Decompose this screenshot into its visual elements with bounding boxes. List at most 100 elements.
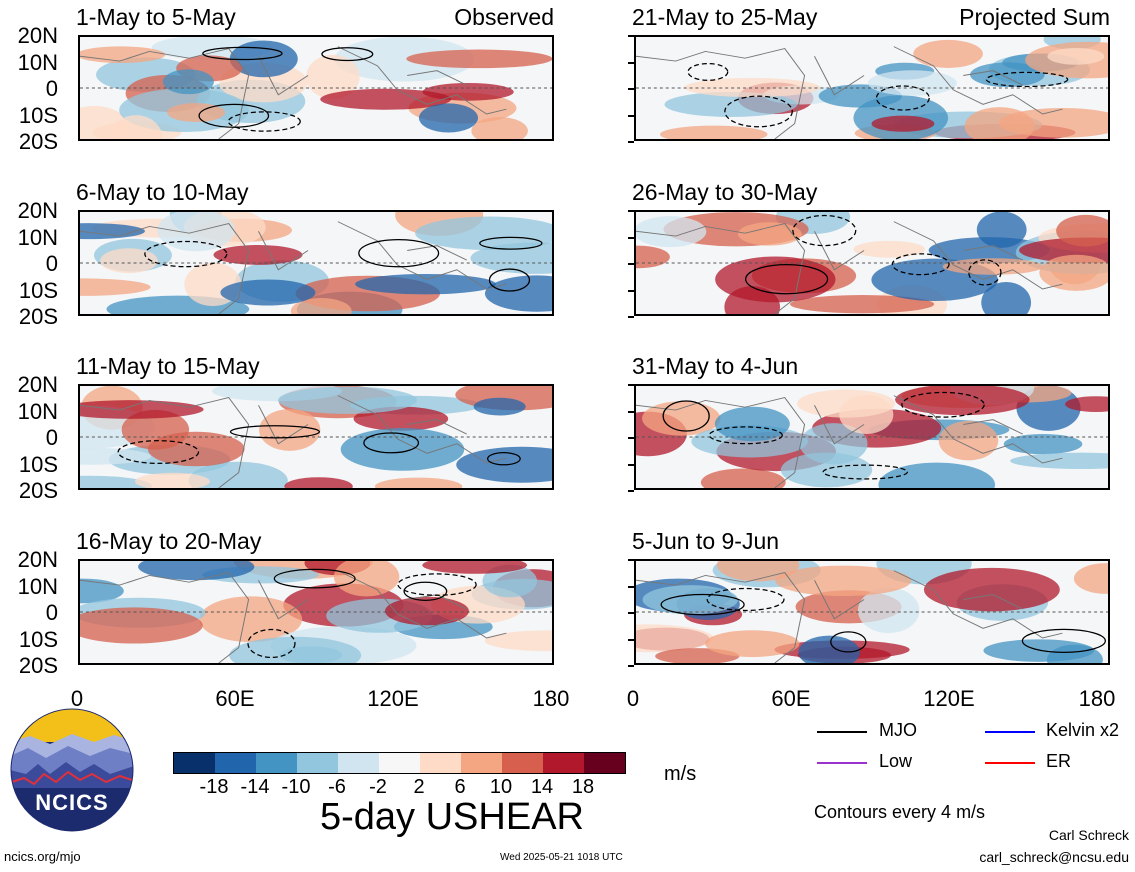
mjo-contour: [202, 46, 283, 61]
mjo-contour: [488, 268, 531, 292]
map-panel: [634, 35, 1110, 141]
legend-line-low: [817, 762, 867, 764]
shear-blob: [789, 295, 935, 314]
lat-tick: [628, 559, 634, 561]
panel-title: 5-Jun to 9-Jun: [632, 528, 780, 554]
lat-label: 20S: [18, 653, 58, 678]
mjo-contour: [1021, 628, 1106, 653]
mjo-contour: [479, 236, 543, 250]
colorbar-label: -6: [328, 776, 346, 798]
colorbar-label: 10: [489, 776, 513, 798]
shear-blob: [970, 62, 1045, 88]
shear-blob: [138, 561, 255, 581]
colorbar-swatch: [256, 753, 297, 773]
lat-tick: [628, 210, 634, 212]
mjo-contour: [397, 573, 477, 596]
lat-label: 20S: [18, 304, 58, 329]
shear-blob: [134, 472, 210, 488]
shear-blob: [284, 477, 353, 488]
shear-blob: [700, 468, 786, 488]
colorbar-label: 14: [530, 776, 554, 798]
mjo-contour: [227, 111, 301, 132]
mjo-contour: [198, 103, 270, 128]
shear-blob: [80, 223, 145, 240]
mjo-contour: [358, 238, 440, 268]
shear-blob: [1003, 434, 1083, 455]
shear-blob: [684, 77, 820, 98]
shear-blob: [418, 103, 479, 133]
lat-tick: [628, 263, 634, 265]
lat-tick: [628, 236, 634, 239]
lat-label: 10S: [18, 277, 58, 303]
lon-label: 120E: [367, 686, 419, 711]
lat-tick: [628, 61, 634, 64]
shear-blob: [259, 409, 321, 451]
panel-title: 16-May to 20-May: [76, 528, 262, 554]
shear-blob: [199, 596, 303, 643]
mjo-contour: [822, 464, 909, 480]
shear-blob: [942, 258, 1044, 275]
mjo-contour: [830, 631, 867, 653]
lat-label: 20N: [17, 372, 58, 397]
shear-blob: [470, 242, 552, 274]
shear-blob: [1039, 254, 1108, 291]
shear-blob: [705, 630, 800, 658]
lat-label: 10N: [17, 49, 58, 75]
shear-blob: [80, 475, 152, 488]
coastline: [80, 221, 507, 314]
shear-blob: [415, 216, 552, 251]
shear-blob: [80, 447, 152, 465]
lat-tick: [628, 665, 634, 667]
panel-title: 6-May to 10-May: [76, 179, 249, 205]
mjo-contour: [985, 71, 1069, 88]
coastline: [80, 570, 507, 663]
panel-title: 1-May to 5-May: [76, 4, 236, 30]
map-panel: [78, 35, 554, 141]
colorbar-label: 2: [413, 776, 425, 798]
mjo-contour: [662, 400, 710, 432]
figure-title: 5-day USHEAR: [320, 796, 584, 838]
mjo-contour: [687, 62, 729, 81]
colorbar-swatch: [502, 753, 543, 773]
colorbar-units: m/s: [664, 763, 697, 785]
legend-label: Low: [879, 751, 913, 771]
shear-blob: [290, 298, 352, 314]
colorbar-label: 18: [571, 776, 595, 798]
colorbar-label: -14: [240, 776, 270, 798]
coastline: [80, 395, 507, 488]
shear-blob: [1047, 47, 1105, 65]
colorbar-swatch: [338, 753, 379, 773]
lat-tick: [628, 114, 634, 117]
coastline: [636, 570, 1063, 663]
lat-tick: [628, 141, 634, 143]
shear-blob: [422, 561, 527, 574]
shear-blob: [406, 49, 552, 69]
footer-email[interactable]: carl_schreck@ncsu.edu: [979, 849, 1129, 865]
legend-label: MJO: [879, 720, 917, 740]
shear-blob: [857, 587, 920, 634]
lat-label: 0: [45, 600, 58, 625]
panel-title: 21-May to 25-May: [632, 4, 818, 30]
shear-blob: [664, 91, 798, 117]
colorbar-swatch: [584, 753, 625, 773]
lat-tick: [628, 490, 634, 492]
footer-url[interactable]: ncics.org/mjo: [4, 849, 81, 864]
shear-blob: [473, 397, 526, 416]
panel-title: 31-May to 4-Jun: [632, 353, 799, 379]
panel-tag: Observed: [454, 4, 554, 30]
mjo-contour: [706, 587, 785, 612]
shear-blob: [279, 646, 343, 663]
map-panel: [78, 210, 554, 316]
shear-blob: [895, 386, 1030, 416]
colorbar-swatch: [420, 753, 461, 773]
lat-tick: [628, 35, 634, 37]
shear-blob: [660, 125, 768, 139]
shear-blob: [913, 39, 983, 68]
map-panel: [634, 559, 1110, 665]
mjo-contour: [660, 593, 745, 616]
mjo-contour: [363, 432, 420, 454]
lat-label: 0: [45, 251, 58, 276]
mjo-contour: [117, 440, 200, 464]
lat-label: 20N: [17, 547, 58, 572]
map-panel: [634, 384, 1110, 490]
